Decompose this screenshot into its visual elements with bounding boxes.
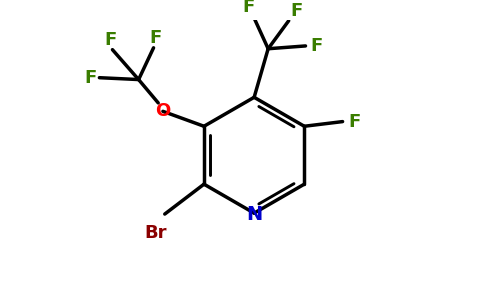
Text: F: F	[149, 29, 162, 47]
Text: N: N	[246, 205, 262, 224]
Text: F: F	[311, 37, 323, 55]
Text: F: F	[290, 2, 302, 20]
Text: F: F	[242, 0, 255, 16]
Text: O: O	[155, 102, 170, 120]
Text: Br: Br	[144, 224, 166, 242]
Text: F: F	[348, 112, 361, 130]
Text: F: F	[105, 31, 117, 49]
Text: F: F	[84, 69, 96, 87]
